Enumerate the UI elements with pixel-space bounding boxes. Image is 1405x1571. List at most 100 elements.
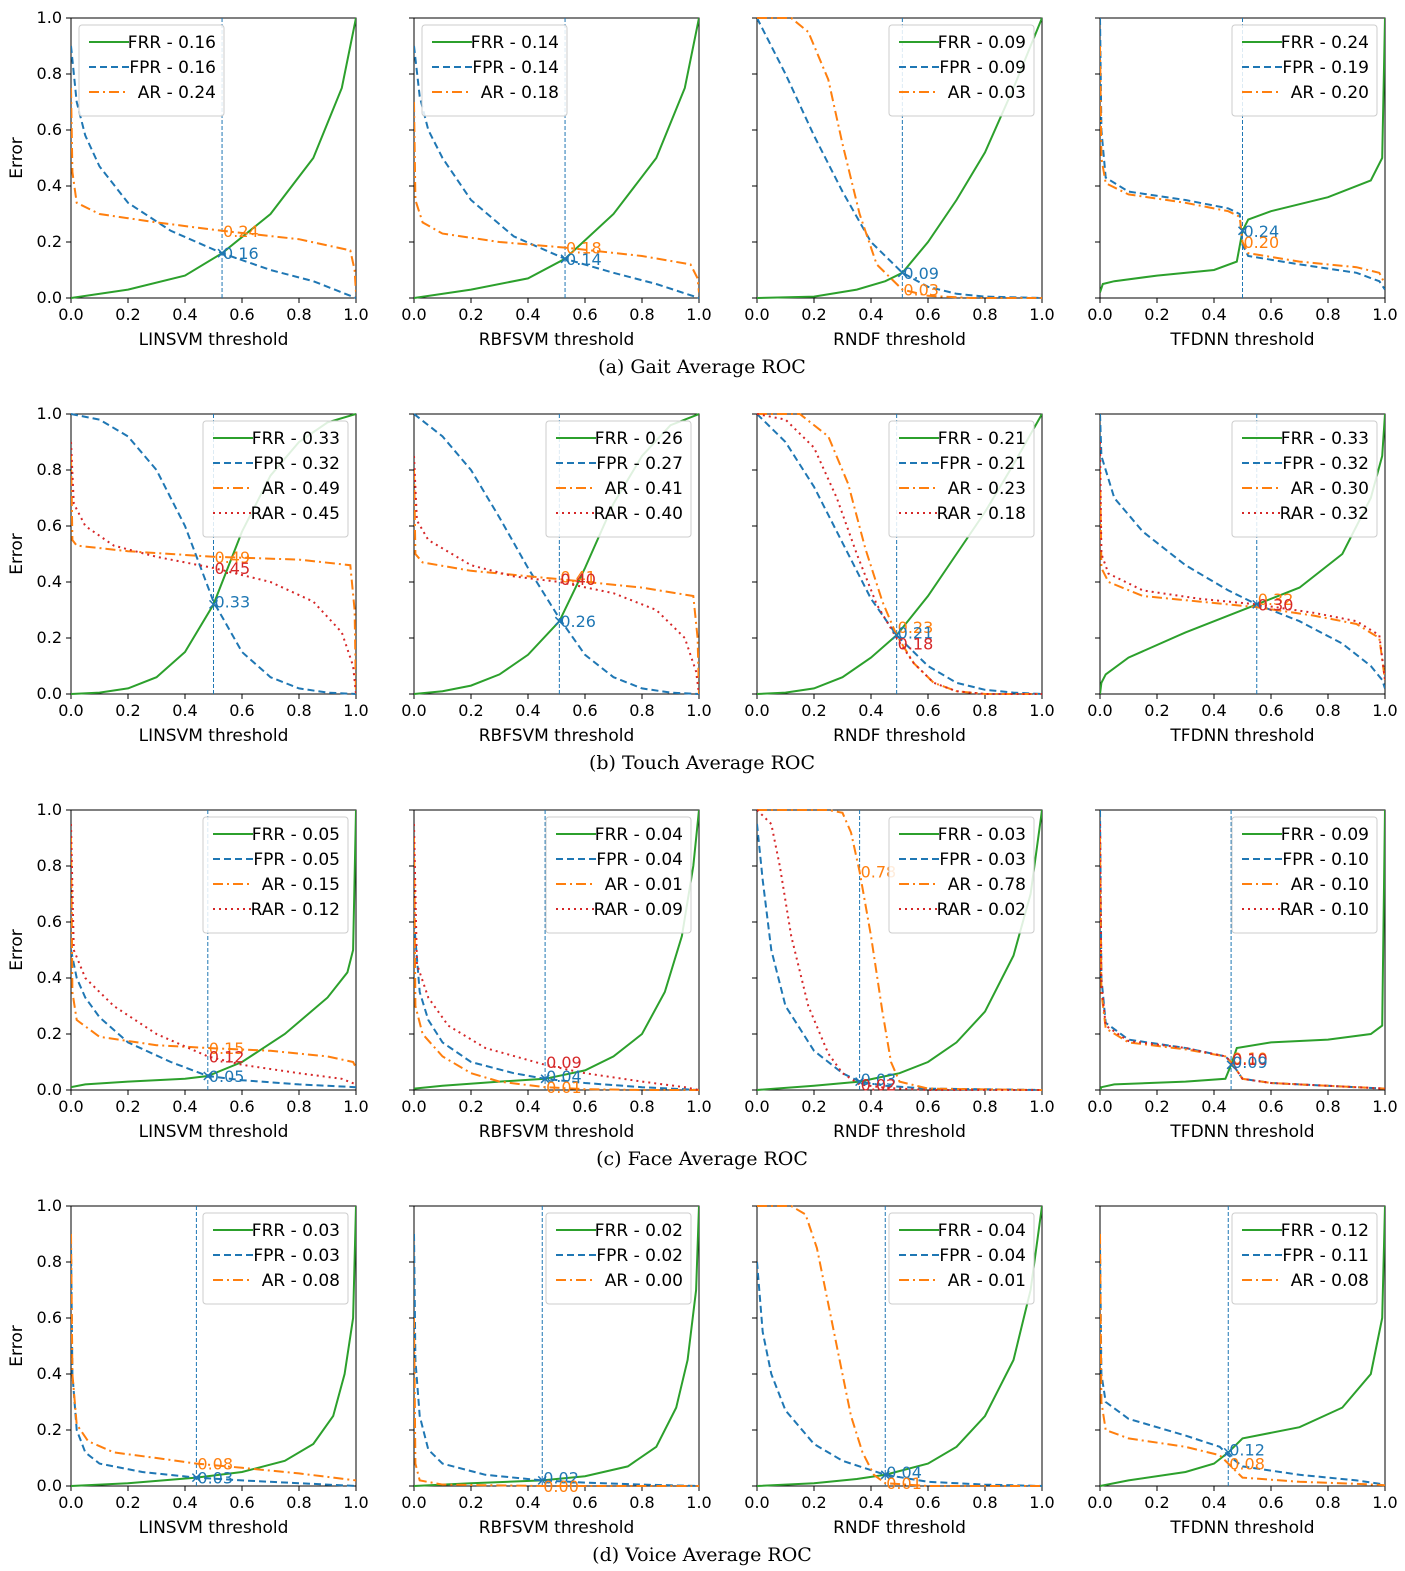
series-line-ar xyxy=(414,469,699,695)
x-tick-label: 0.6 xyxy=(915,1097,940,1116)
data-label: 0.09 xyxy=(903,264,939,283)
data-label: 0.10 xyxy=(1232,1050,1268,1069)
axes-frame xyxy=(756,809,1043,1091)
series-line-frr xyxy=(71,1205,356,1487)
chart-panel: 0.0 0.2 0.4 0.6 0.8 1.0 0.0 0.2 0.4 0.6 0.8 1.0 Erro… xyxy=(7,1196,369,1538)
legend: FRR - 0.33 FPR - 0.32 AR - 0.30 RAR - 0.32 xyxy=(1231,420,1378,538)
data-label: 0.08 xyxy=(197,1455,233,1474)
data-label: 0.04 xyxy=(886,1463,922,1482)
series-line-ar xyxy=(1100,1233,1385,1487)
legend-entry: AR - 0.18 xyxy=(481,83,559,103)
legend-entry: FRR - 0.24 xyxy=(1281,33,1369,53)
legend-entry: AR - 0.41 xyxy=(605,479,683,499)
legend: FRR - 0.09 FPR - 0.10 AR - 0.10 RAR - 0.10 xyxy=(1231,816,1378,934)
series-line-ar xyxy=(1100,45,1385,285)
chart-panel: 0.0 0.2 0.4 0.6 0.8 1.0 RNDF threshold 0.040.01… xyxy=(744,1205,1055,1538)
legend-entry: FRR - 0.33 xyxy=(252,429,340,449)
x-tick-label: 0.2 xyxy=(801,701,826,720)
legend-entry: AR - 0.20 xyxy=(1291,83,1369,103)
series-line-fpr xyxy=(1100,17,1385,291)
data-label: 0.45 xyxy=(215,559,251,578)
axes-frame xyxy=(756,17,1043,299)
x-tick-label: 0.6 xyxy=(229,1493,254,1512)
y-tick-label: 0.8 xyxy=(37,856,62,875)
x-tick-label: 0.0 xyxy=(58,701,83,720)
x-tick-label: 0.4 xyxy=(858,305,883,324)
series-line-rar xyxy=(1100,823,1385,1090)
y-axis-label: Error xyxy=(7,1325,27,1366)
threshold-marker xyxy=(208,599,219,609)
legend-box xyxy=(202,1212,349,1305)
x-tick-label: 1.0 xyxy=(343,1493,368,1512)
legend: FRR - 0.33 FPR - 0.32 AR - 0.49 RAR - 0.45 xyxy=(202,420,349,538)
data-label: 0.04 xyxy=(546,1067,582,1086)
y-tick-label: 1.0 xyxy=(37,404,62,423)
axes-frame xyxy=(413,413,700,695)
threshold-marker xyxy=(191,1473,201,1483)
x-axis-label: RBFSVM threshold xyxy=(479,1518,635,1538)
x-tick-label: 1.0 xyxy=(686,1493,711,1512)
threshold-marker xyxy=(855,1077,865,1087)
legend-box xyxy=(545,1212,692,1305)
row-caption: (c) Face Average ROC xyxy=(596,1148,808,1170)
legend-box xyxy=(545,816,692,934)
legend-entry: FPR - 0.02 xyxy=(596,1246,683,1266)
legend-entry: RAR - 0.09 xyxy=(594,900,683,920)
chart-panel: 0.0 0.2 0.4 0.6 0.8 1.0 RBFSVM threshold 0.020.… xyxy=(401,1205,712,1538)
row-caption: (a) Gait Average ROC xyxy=(598,356,806,378)
y-tick-label: 0.0 xyxy=(37,1476,62,1495)
series-line-fpr xyxy=(1100,809,1385,1090)
x-tick-label: 0.6 xyxy=(572,1493,597,1512)
data-label: 0.16 xyxy=(223,244,259,263)
x-tick-label: 0.2 xyxy=(115,701,140,720)
legend-entry: AR - 0.78 xyxy=(948,875,1026,895)
threshold-marker xyxy=(1252,599,1262,609)
x-tick-label: 0.6 xyxy=(1258,1493,1283,1512)
threshold-marker xyxy=(1226,1060,1236,1070)
data-label: 0.40 xyxy=(560,570,596,589)
series-line-rar xyxy=(414,823,699,1091)
x-axis-label: TFDNN threshold xyxy=(1169,1122,1314,1142)
data-label: 0.30 xyxy=(1258,595,1294,614)
legend: FRR - 0.05 FPR - 0.05 AR - 0.15 RAR - 0.12 xyxy=(202,816,349,934)
series-line-rar xyxy=(757,809,1042,1091)
data-label: 0.05 xyxy=(209,1067,245,1086)
series-line-fpr xyxy=(757,17,1042,299)
legend-entry: FPR - 0.32 xyxy=(253,454,340,474)
chart-panel: 0.0 0.2 0.4 0.6 0.8 1.0 RBFSVM threshold 0.180.… xyxy=(401,17,712,350)
data-label: 0.24 xyxy=(223,222,259,241)
y-tick-label: 0.0 xyxy=(37,288,62,307)
y-tick-label: 0.6 xyxy=(37,1308,62,1327)
x-tick-label: 0.8 xyxy=(629,305,654,324)
x-axis-label: TFDNN threshold xyxy=(1169,726,1314,746)
series-line-fpr xyxy=(71,413,356,695)
x-tick-label: 0.8 xyxy=(629,701,654,720)
legend-entry: RAR - 0.18 xyxy=(937,504,1026,524)
series-line-ar xyxy=(414,1317,699,1487)
legend-entry: AR - 0.00 xyxy=(605,1271,683,1291)
legend-entry: AR - 0.01 xyxy=(948,1271,1026,1291)
series-line-fpr xyxy=(1100,1247,1385,1486)
legend-entry: FRR - 0.33 xyxy=(1281,429,1369,449)
y-tick-label: 0.8 xyxy=(37,64,62,83)
x-tick-label: 0.8 xyxy=(629,1493,654,1512)
x-tick-label: 0.6 xyxy=(915,305,940,324)
x-tick-label: 1.0 xyxy=(686,1097,711,1116)
legend-entry: AR - 0.49 xyxy=(262,479,340,499)
legend: FRR - 0.03 FPR - 0.03 AR - 0.78 RAR - 0.02 xyxy=(888,816,1035,934)
x-tick-label: 0.8 xyxy=(972,1097,997,1116)
data-label: 0.03 xyxy=(197,1469,233,1488)
series-line-fpr xyxy=(414,921,699,1091)
data-label: 0.18 xyxy=(566,239,602,258)
legend-entry: RAR - 0.32 xyxy=(1280,504,1369,524)
series-line-frr xyxy=(1100,1205,1385,1487)
x-axis-label: LINSVM threshold xyxy=(139,1518,289,1538)
data-label: 0.10 xyxy=(1232,1049,1268,1068)
data-label: 0.20 xyxy=(1244,233,1280,252)
legend: FRR - 0.14 FPR - 0.14 AR - 0.18 xyxy=(421,24,568,117)
legend-entry: FRR - 0.21 xyxy=(938,429,1026,449)
x-axis-label: LINSVM threshold xyxy=(139,330,289,350)
x-tick-label: 0.6 xyxy=(572,1097,597,1116)
